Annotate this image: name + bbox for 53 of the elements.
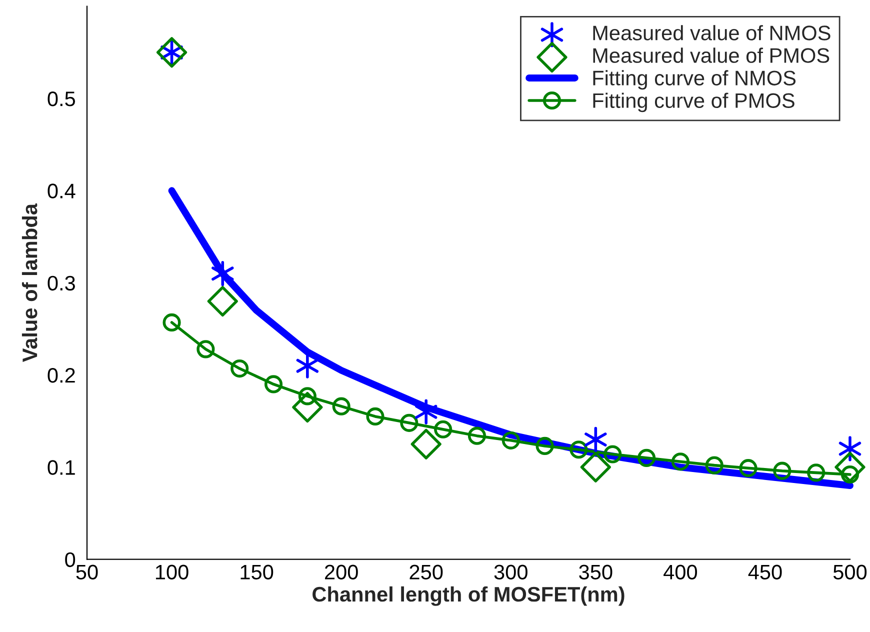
y-axis-title: Value of lambda <box>22 203 38 362</box>
point <box>196 340 215 358</box>
point <box>468 426 486 445</box>
point <box>156 37 188 68</box>
y-tick-label: 0.2 <box>48 368 75 383</box>
x-tick-label: 450 <box>748 564 782 580</box>
x-tick-label: 350 <box>579 564 612 580</box>
y-tick-label: 0.5 <box>48 91 76 106</box>
point <box>584 426 607 452</box>
x-tick-label: 300 <box>494 564 528 580</box>
point <box>637 448 656 467</box>
point <box>410 428 442 460</box>
point <box>292 392 323 423</box>
legend-label: Measured value of PMOS <box>593 48 830 63</box>
x-tick-label: 250 <box>410 564 443 580</box>
point <box>207 286 238 317</box>
point <box>739 459 758 478</box>
y-tick-label: 0.4 <box>48 184 76 198</box>
point <box>212 261 234 286</box>
x-axis-title: Channel length of MOSFET(nm) <box>312 586 624 606</box>
point <box>536 436 554 455</box>
x-tick-label: 50 <box>76 564 98 580</box>
point <box>604 445 622 464</box>
point <box>366 407 384 426</box>
point <box>264 375 283 394</box>
point <box>298 387 316 406</box>
x-tick-label: 200 <box>325 564 358 580</box>
point <box>296 353 319 378</box>
point <box>671 452 690 471</box>
point <box>834 452 866 482</box>
point <box>230 360 249 378</box>
x-tick-label: 400 <box>664 564 698 580</box>
point <box>434 420 452 438</box>
point <box>773 462 792 480</box>
y-tick-label: 0.1 <box>48 460 75 475</box>
y-tick-label: 0.3 <box>48 276 75 291</box>
legend-label: Fitting curve of PMOS <box>593 92 794 112</box>
y-tick-label: 0 <box>65 552 76 568</box>
point <box>838 436 862 462</box>
point <box>162 313 181 332</box>
point <box>415 399 438 424</box>
point <box>400 414 418 432</box>
point <box>502 431 520 450</box>
point <box>807 464 826 482</box>
point <box>705 456 724 474</box>
x-tick-label: 150 <box>240 564 274 580</box>
point <box>580 452 611 482</box>
legend-label: Fitting curve of NMOS <box>593 70 796 90</box>
point <box>332 397 350 416</box>
legend-label: Measured value of NMOS <box>593 25 830 40</box>
x-tick-label: 500 <box>833 564 867 580</box>
point <box>570 440 588 459</box>
x-tick-label: 100 <box>156 564 188 580</box>
